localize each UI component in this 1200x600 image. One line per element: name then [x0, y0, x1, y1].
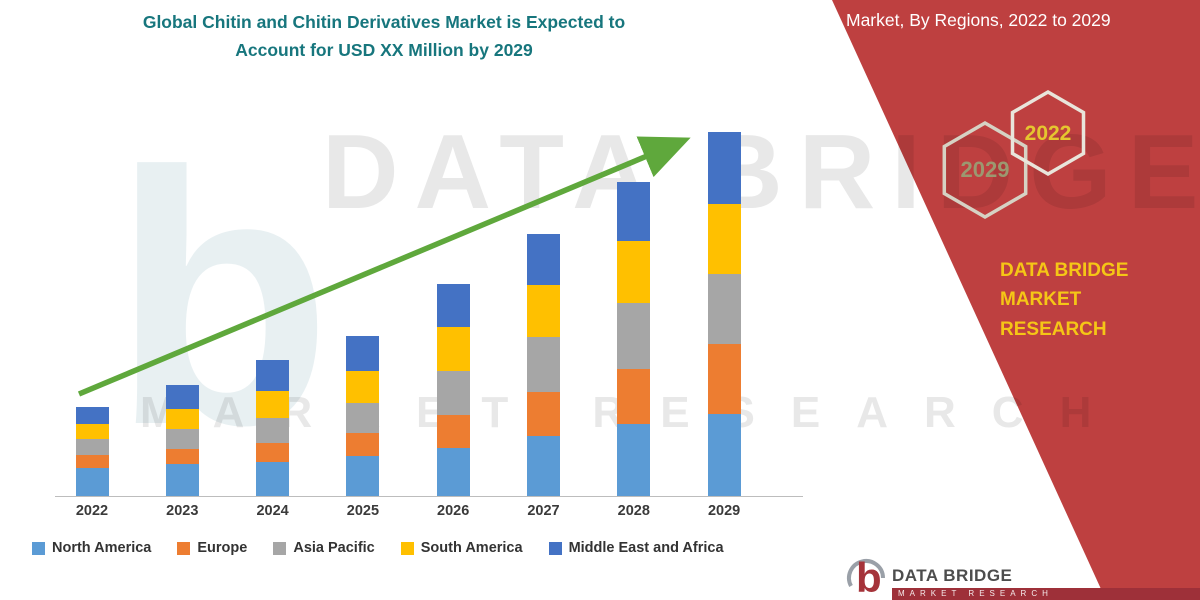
segment-middle-east-and-africa-2023	[165, 385, 199, 409]
segment-europe-2023	[165, 449, 199, 464]
segment-north-america-2027	[527, 436, 560, 496]
legend: North America Europe Asia Pacific South Ame…	[32, 540, 724, 556]
segment-asia-pacific-2023	[165, 429, 199, 449]
segment-south-america-2024	[256, 391, 290, 418]
segment-north-america-2029	[707, 414, 741, 496]
hexagon-2022-label: 2022	[1025, 122, 1072, 145]
bar-2027	[527, 234, 560, 496]
segment-north-america-2024	[256, 462, 290, 496]
legend-label-south-america: South America	[420, 540, 523, 556]
segment-europe-2027	[527, 392, 560, 436]
brand-line2: RESEARCH	[1000, 318, 1107, 340]
x-label-2026: 2026	[437, 503, 470, 519]
legend-label-asia-pacific: Asia Pacific	[293, 540, 375, 556]
segment-middle-east-and-africa-2027	[527, 234, 560, 285]
segment-middle-east-and-africa-2022	[75, 407, 109, 424]
segment-north-america-2028	[617, 424, 651, 496]
x-label-2023: 2023	[166, 503, 199, 519]
segment-middle-east-and-africa-2024	[256, 360, 290, 391]
segment-south-america-2022	[75, 424, 109, 439]
segment-north-america-2026	[436, 448, 470, 496]
footer-logo-icon: b	[847, 554, 885, 598]
segment-europe-2028	[617, 369, 651, 424]
legend-item-south-america: South America	[400, 540, 523, 556]
x-label-2024: 2024	[256, 503, 289, 519]
segment-asia-pacific-2029	[707, 274, 741, 344]
legend-item-north-america: North America	[32, 540, 151, 556]
footer-logo-bar: MARKET RESEARCH	[892, 588, 1200, 600]
segment-asia-pacific-2027	[527, 337, 560, 392]
segment-middle-east-and-africa-2029	[707, 132, 741, 204]
segment-north-america-2023	[165, 464, 199, 496]
segment-middle-east-and-africa-2026	[436, 284, 470, 327]
segment-middle-east-and-africa-2028	[617, 182, 651, 241]
x-label-2028: 2028	[617, 503, 650, 519]
bar-2029	[707, 132, 741, 496]
segment-south-america-2023	[165, 409, 199, 429]
legend-item-middle-east-and-africa: Middle East and Africa	[548, 540, 724, 556]
segment-south-america-2027	[527, 285, 560, 337]
segment-europe-2024	[256, 443, 290, 462]
segment-europe-2025	[346, 433, 380, 456]
segment-middle-east-and-africa-2025	[346, 336, 380, 371]
segment-asia-pacific-2024	[256, 418, 290, 443]
x-label-2029: 2029	[707, 503, 741, 519]
segment-asia-pacific-2025	[346, 403, 380, 433]
bar-2023	[165, 385, 199, 496]
bar-2028	[617, 182, 651, 496]
bar-2022	[75, 407, 109, 496]
bar-2025	[346, 336, 380, 496]
segment-europe-2029	[707, 344, 741, 414]
segment-europe-2026	[436, 415, 470, 448]
bar-2024	[256, 360, 290, 496]
legend-swatch-asia-pacific	[273, 541, 287, 555]
legend-item-asia-pacific: Asia Pacific	[273, 540, 375, 556]
legend-label-europe: Europe	[197, 540, 248, 556]
x-label-2027: 2027	[527, 503, 560, 519]
legend-swatch-south-america	[400, 541, 414, 555]
segment-europe-2022	[75, 455, 109, 468]
segment-north-america-2025	[346, 456, 380, 496]
hexagon-2029-label: 2029	[961, 157, 1010, 182]
page-title-line2: Account for USD XX Million by 2029	[235, 40, 533, 60]
legend-label-middle-east-and-africa: Middle East and Africa	[568, 540, 724, 556]
logo-arc	[847, 559, 885, 587]
segment-south-america-2028	[617, 241, 651, 303]
legend-swatch-north-america	[32, 541, 45, 555]
segment-south-america-2025	[346, 371, 380, 403]
segment-asia-pacific-2022	[75, 439, 109, 455]
brand-text: DATA BRIDGE MARKET RESEARCH	[1000, 256, 1200, 344]
footer-logo-name: DATA BRIDGE	[892, 566, 1013, 585]
plot-area	[55, 110, 803, 497]
logo-b-glyph: b	[856, 554, 882, 598]
segment-south-america-2026	[436, 327, 470, 371]
page-title-line1: Global Chitin and Chitin Derivatives Mar…	[142, 12, 626, 32]
brand-line1: DATA BRIDGE MARKET	[1000, 260, 1129, 311]
legend-item-europe: Europe	[177, 540, 247, 556]
segment-asia-pacific-2026	[436, 371, 470, 415]
bar-2026	[436, 284, 470, 496]
hexagon-2022-outline	[1010, 89, 1086, 177]
segment-south-america-2029	[707, 204, 741, 274]
legend-swatch-middle-east-and-africa	[548, 541, 562, 555]
segment-asia-pacific-2028	[617, 303, 651, 369]
legend-swatch-europe	[177, 541, 191, 555]
x-axis-labels: 2022 2023 2024 2025 2026 2027 2028 2029	[55, 503, 803, 523]
x-label-2022: 2022	[75, 503, 109, 519]
hexagon-badges: 2029 2022	[942, 89, 1086, 220]
segment-north-america-2022	[75, 468, 109, 496]
legend-label-north-america: North America	[52, 540, 152, 556]
page-title: Global Chitin and Chitin Derivatives Mar…	[90, 8, 678, 64]
hexagon-2029-outline	[942, 120, 1028, 220]
x-label-2025: 2025	[346, 503, 380, 519]
banner-title: Market, By Regions, 2022 to 2029	[846, 10, 1111, 30]
